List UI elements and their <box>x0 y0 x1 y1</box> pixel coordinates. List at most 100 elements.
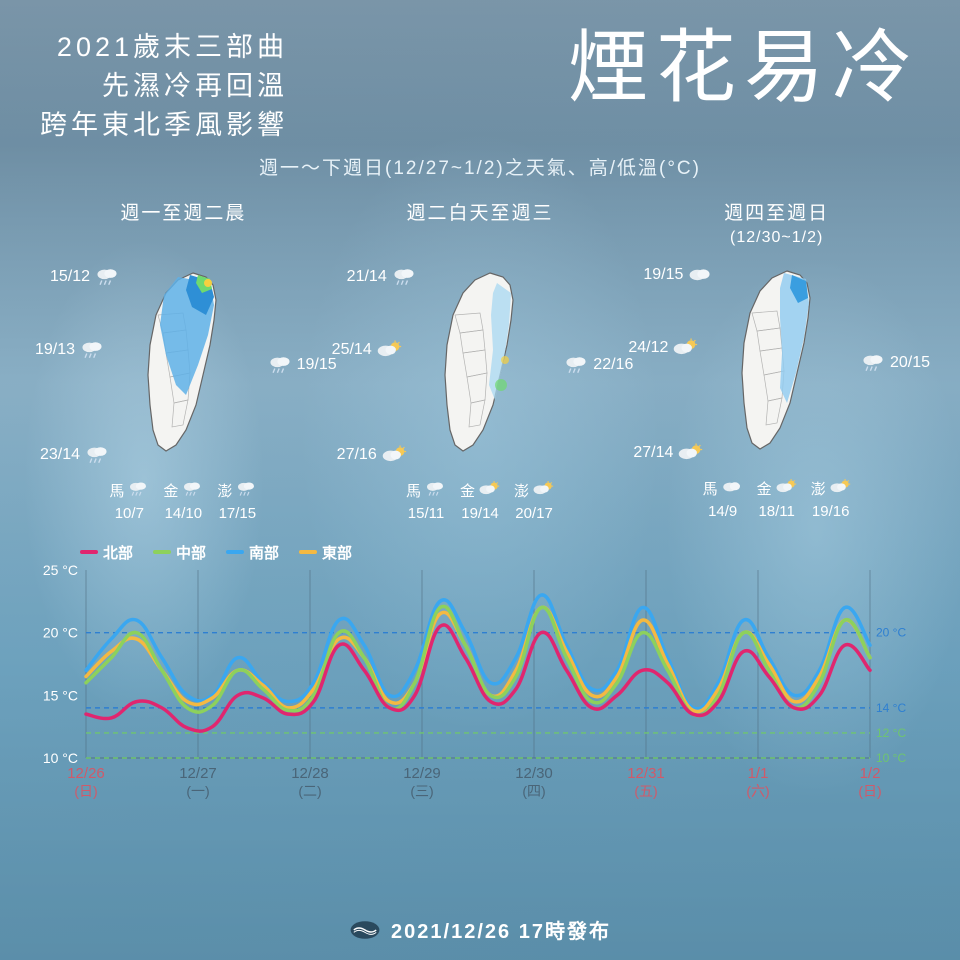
header: 2021歲末三部曲 先濕冷再回溫 跨年東北季風影響 煙花易冷 <box>40 28 920 145</box>
island-name: 馬 <box>703 480 718 500</box>
weather-icon <box>181 481 203 503</box>
svg-text:(五): (五) <box>634 783 657 799</box>
map-block: 19/15 24/12 20/15 27/14 <box>633 253 920 473</box>
temperature-chart: 北部中部南部東部 10 °C15 °C20 °C25 °C12/26(日)12/… <box>40 542 920 802</box>
forecast-period: 週四至週日 (12/30~1/2) 19/15 24/12 20/15 27/1… <box>633 198 920 524</box>
svg-text:1/1: 1/1 <box>748 765 769 782</box>
temp-south: 27/16 <box>337 445 407 465</box>
weather-icon <box>235 481 257 503</box>
island-forecast: 澎17/15 <box>217 481 257 524</box>
temp-central: 25/14 <box>332 340 402 360</box>
island-forecast: 馬14/9 <box>703 479 743 522</box>
date-range-caption: 週一～下週日(12/27~1/2)之天氣、高/低溫(°C) <box>40 153 920 180</box>
weather-icon <box>424 481 446 503</box>
svg-text:(日): (日) <box>74 783 97 799</box>
svg-text:(三): (三) <box>410 783 433 799</box>
island-temp: 14/10 <box>165 504 203 524</box>
issue-footer: 2021/12/26 17時發布 <box>0 915 960 944</box>
period-title: 週一至週二晨 <box>40 198 327 225</box>
island-temp: 19/14 <box>461 504 499 524</box>
issue-time: 2021/12/26 17時發布 <box>391 915 611 944</box>
weather-icon <box>478 481 500 503</box>
svg-text:12/31: 12/31 <box>627 765 665 782</box>
period-title: 週二白天至週三 <box>337 198 624 225</box>
weather-icon <box>829 479 851 501</box>
island-name: 澎 <box>811 480 826 500</box>
islands-row: 馬14/9 金18/11 澎19/16 <box>633 479 920 522</box>
island-name: 馬 <box>109 482 124 502</box>
period-title: 週四至週日 <box>633 198 920 225</box>
island-temp: 19/16 <box>812 502 850 522</box>
island-forecast: 澎19/16 <box>811 479 851 522</box>
main-title: 煙花易冷 <box>568 28 920 108</box>
temp-south: 23/14 <box>40 445 110 465</box>
islands-row: 馬10/7 金14/10 澎17/15 <box>40 481 327 524</box>
temp-south: 27/14 <box>633 443 703 463</box>
weather-icon <box>721 479 743 501</box>
svg-text:14 °C: 14 °C <box>876 701 906 715</box>
temp-north: 19/15 <box>643 265 713 285</box>
weather-icon <box>532 481 554 503</box>
temp-east: 19/15 <box>267 355 337 375</box>
island-temp: 10/7 <box>115 504 144 524</box>
svg-text:20 °C: 20 °C <box>43 625 78 641</box>
map-block: 15/12 19/13 19/15 23/14 <box>40 255 327 475</box>
subtitle-line: 先濕冷再回溫 <box>40 67 288 106</box>
svg-text:(日): (日) <box>858 783 881 799</box>
island-name: 金 <box>163 482 178 502</box>
svg-text:(二): (二) <box>298 783 321 799</box>
svg-text:25 °C: 25 °C <box>43 562 78 578</box>
svg-text:(六): (六) <box>746 783 769 799</box>
svg-text:(四): (四) <box>522 783 545 799</box>
temp-central: 24/12 <box>628 338 698 358</box>
subtitle-line: 跨年東北季風影響 <box>40 106 288 145</box>
temp-east: 22/16 <box>563 355 633 375</box>
temp-north: 21/14 <box>347 267 417 287</box>
svg-text:10 °C: 10 °C <box>876 751 906 765</box>
island-temp: 18/11 <box>758 502 794 522</box>
svg-text:12/30: 12/30 <box>515 765 553 782</box>
temp-central: 19/13 <box>35 340 105 360</box>
islands-row: 馬15/11 金19/14 澎20/17 <box>337 481 624 524</box>
forecast-period: 週二白天至週三 21/14 25/14 22/16 27/16 馬15/11 金1… <box>337 198 624 524</box>
svg-text:12/29: 12/29 <box>403 765 441 782</box>
cwb-logo-icon <box>349 918 381 942</box>
island-name: 澎 <box>514 482 529 502</box>
svg-text:12/26: 12/26 <box>67 765 105 782</box>
header-subtitle: 2021歲末三部曲 先濕冷再回溫 跨年東北季風影響 <box>40 28 288 145</box>
island-forecast: 金14/10 <box>163 481 203 524</box>
forecast-period: 週一至週二晨 15/12 19/13 19/15 23/14 馬10/7 金14/… <box>40 198 327 524</box>
weather-icon <box>775 479 797 501</box>
island-name: 馬 <box>406 482 421 502</box>
taiwan-map-icon <box>722 263 832 463</box>
island-forecast: 金18/11 <box>757 479 797 522</box>
island-temp: 17/15 <box>219 504 257 524</box>
island-temp: 15/11 <box>408 504 444 524</box>
svg-text:1/2: 1/2 <box>860 765 881 782</box>
temp-east: 20/15 <box>860 353 930 373</box>
island-temp: 20/17 <box>515 504 553 524</box>
period-title2: (12/30~1/2) <box>633 229 920 247</box>
svg-text:12 °C: 12 °C <box>876 726 906 740</box>
svg-text:12/27: 12/27 <box>179 765 217 782</box>
island-forecast: 澎20/17 <box>514 481 554 524</box>
island-forecast: 馬10/7 <box>109 481 149 524</box>
svg-text:12/28: 12/28 <box>291 765 329 782</box>
svg-text:15 °C: 15 °C <box>43 687 78 703</box>
island-name: 金 <box>460 482 475 502</box>
map-block: 21/14 25/14 22/16 27/16 <box>337 255 624 475</box>
taiwan-map-icon <box>425 265 535 465</box>
forecast-periods: 週一至週二晨 15/12 19/13 19/15 23/14 馬10/7金14/… <box>40 198 920 524</box>
temp-north: 15/12 <box>50 267 120 287</box>
weather-icon <box>127 481 149 503</box>
island-name: 金 <box>757 480 772 500</box>
svg-text:(一): (一) <box>186 783 209 799</box>
island-forecast: 金19/14 <box>460 481 500 524</box>
island-temp: 14/9 <box>708 502 737 522</box>
island-forecast: 馬15/11 <box>406 481 446 524</box>
subtitle-line: 2021歲末三部曲 <box>40 28 288 67</box>
svg-text:20 °C: 20 °C <box>876 626 906 640</box>
island-name: 澎 <box>217 482 232 502</box>
taiwan-map-icon <box>128 265 238 465</box>
svg-text:10 °C: 10 °C <box>43 750 78 766</box>
